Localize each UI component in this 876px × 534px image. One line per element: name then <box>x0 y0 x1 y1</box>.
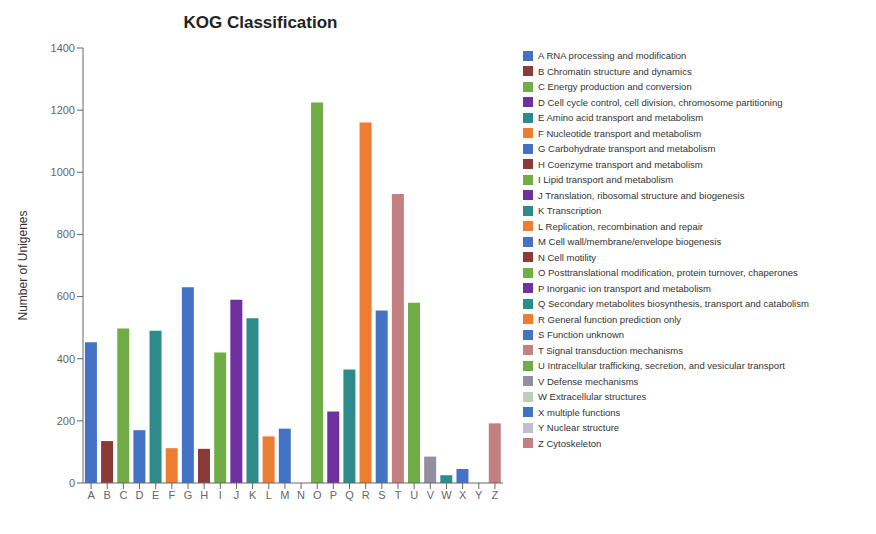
html-text:P Inorganic ion transport and: P Inorganic ion transport and metabolism <box>538 282 711 294</box>
html-text:V Defense mechanisms: V Defense mechanisms <box>538 375 639 387</box>
svg-text:J: J <box>234 489 240 501</box>
svg-text:0: 0 <box>69 477 75 489</box>
html-text:A RNA processing and modificat: A RNA processing and modification <box>538 50 687 62</box>
html-text:Y Nuclear structure: Y Nuclear structure <box>538 422 620 434</box>
html-text:W Extracellular structures: W Extracellular structures <box>538 391 647 403</box>
svg-text:R: R <box>362 489 370 501</box>
html-text:X multiple functions: X multiple functions <box>538 406 621 418</box>
html-text:D Cell cycle control, cell div: D Cell cycle control, cell division, chr… <box>538 96 783 108</box>
svg-text:L: L <box>266 489 272 501</box>
svg-text:Y: Y <box>475 489 483 501</box>
svg-text:W: W <box>441 489 452 501</box>
svg-text:H: H <box>200 489 208 501</box>
svg-text:600: 600 <box>57 290 75 302</box>
html-text:H Coenzyme transport and metab: H Coenzyme transport and metabolism <box>538 158 703 170</box>
svg-text:B: B <box>104 489 111 501</box>
svg-text:S: S <box>378 489 385 501</box>
svg-text:G: G <box>184 489 193 501</box>
html-text:E Amino acid transport and met: E Amino acid transport and metabolism <box>538 112 704 124</box>
html-text:F Nucleotide transport and met: F Nucleotide transport and metabolism <box>538 127 702 139</box>
html-text:G Carbohydrate transport and m: G Carbohydrate transport and metabolism <box>538 143 716 155</box>
svg-text:A: A <box>87 489 95 501</box>
html-text:T Signal transduction mechanis: T Signal transduction mechanisms <box>538 344 683 356</box>
svg-text:Z: Z <box>492 489 499 501</box>
html-text:C Energy production and conver: C Energy production and conversion <box>538 81 692 93</box>
svg-text:I: I <box>219 489 222 501</box>
svg-text:D: D <box>136 489 144 501</box>
svg-text:U: U <box>410 489 418 501</box>
html-text:Q Secondary metabolites biosyn: Q Secondary metabolites biosynthesis, tr… <box>538 298 809 310</box>
svg-text:800: 800 <box>57 228 75 240</box>
svg-text:K: K <box>249 489 257 501</box>
html-text:O Posttranslational modificati: O Posttranslational modification, protei… <box>538 267 798 279</box>
svg-text:E: E <box>152 489 159 501</box>
svg-text:Q: Q <box>345 489 354 501</box>
svg-text:V: V <box>427 489 435 501</box>
svg-text:M: M <box>280 489 289 501</box>
svg-text:1400: 1400 <box>51 42 75 54</box>
html-text:J Translation, ribosomal struc: J Translation, ribosomal structure and b… <box>538 189 745 201</box>
html-text:K Transcription: K Transcription <box>538 205 602 217</box>
svg-text:1200: 1200 <box>51 104 75 116</box>
svg-text:200: 200 <box>57 415 75 427</box>
svg-text:400: 400 <box>57 353 75 365</box>
html-text:KOG Classification: KOG Classification <box>183 13 338 32</box>
svg-text:N: N <box>297 489 305 501</box>
svg-text:X: X <box>459 489 467 501</box>
html-text:U Intracellular trafficking, s: U Intracellular trafficking, secretion, … <box>538 360 785 372</box>
html-text:B Chromatin structure and dyna: B Chromatin structure and dynamics <box>538 65 692 77</box>
svg-text:C: C <box>119 489 127 501</box>
svg-text:P: P <box>330 489 337 501</box>
html-text:I Lipid transport and metaboli: I Lipid transport and metabolism <box>538 174 674 186</box>
html-text:Z Cytoskeleton: Z Cytoskeleton <box>538 437 602 449</box>
html-text:M Cell wall/membrane/envelope: M Cell wall/membrane/envelope biogenesis <box>538 236 722 248</box>
svg-text:F: F <box>168 489 175 501</box>
svg-text:Number of Unigenes: Number of Unigenes <box>16 210 30 320</box>
html-text:L Replication, recombination a: L Replication, recombination and repair <box>538 220 703 232</box>
html-text:S Function unknown: S Function unknown <box>538 329 625 341</box>
svg-text:T: T <box>395 489 402 501</box>
html-text:N Cell motility: N Cell motility <box>538 251 597 263</box>
svg-text:1000: 1000 <box>51 166 75 178</box>
svg-text:O: O <box>313 489 322 501</box>
html-text:R General function prediction: R General function prediction only <box>538 313 682 325</box>
